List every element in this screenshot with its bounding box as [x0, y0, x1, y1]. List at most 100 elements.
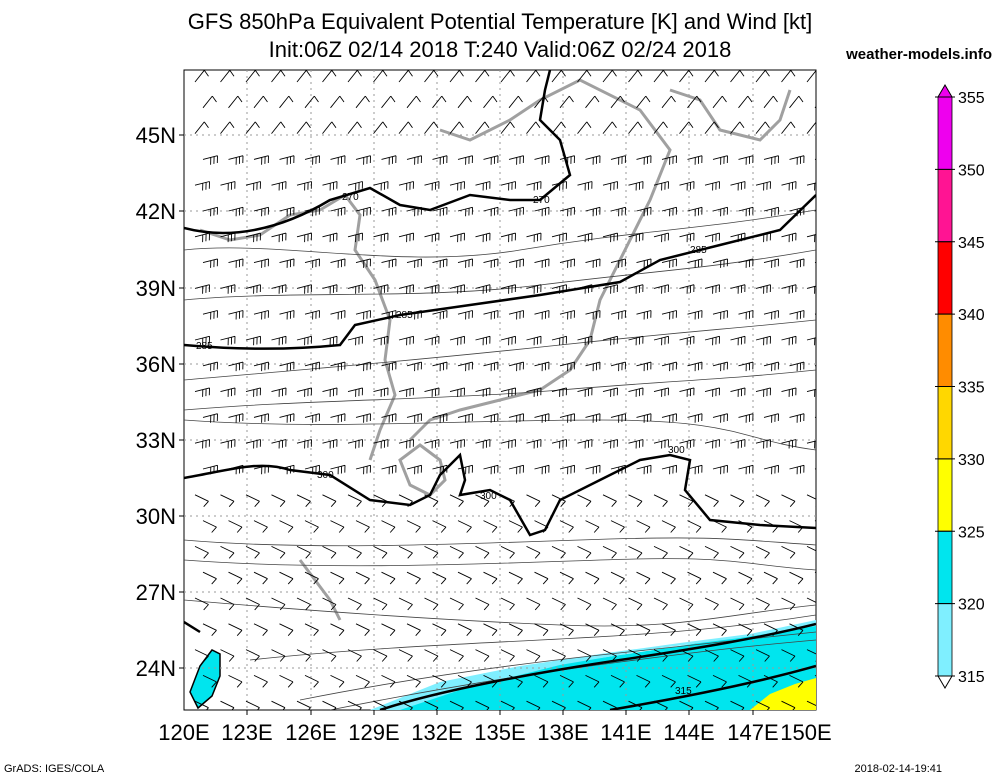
wind-barb: [730, 649, 745, 662]
wind-barb: [610, 674, 625, 688]
wind-barb: [304, 206, 320, 217]
wind-barb: [738, 571, 753, 585]
lat-label: 36N: [136, 352, 176, 377]
wind-barb: [806, 70, 816, 83]
wind-barb: [602, 284, 618, 294]
wind-barb: [806, 649, 816, 662]
wind-barb: [271, 335, 287, 346]
wind-barb: [432, 464, 448, 475]
wind-barb: [712, 155, 728, 165]
wind-barb: [449, 597, 464, 611]
wind-barb: [330, 464, 346, 475]
wind-barb: [322, 700, 337, 710]
wind-barb: [457, 155, 473, 165]
wind-barb: [432, 361, 448, 372]
wind-barb: [781, 545, 796, 559]
wind-barb: [534, 674, 549, 688]
wind-barb: [577, 439, 593, 449]
wind-barb: [245, 494, 260, 507]
wind-barb: [483, 95, 498, 109]
wind-barb: [763, 258, 779, 268]
wind-barb: [202, 361, 218, 372]
wind-barb: [347, 70, 362, 83]
wind-barb: [610, 155, 626, 165]
wind-barb: [355, 310, 371, 320]
wind-barb: [585, 95, 600, 109]
wind-barb: [781, 597, 796, 611]
wind-barb: [814, 261, 816, 264]
contour-label: 270: [342, 192, 359, 203]
wind-barb: [628, 494, 643, 507]
wind-barb: [704, 121, 719, 134]
wind-barb: [636, 258, 652, 268]
wind-barb: [245, 649, 260, 662]
lat-label: 33N: [136, 428, 176, 453]
wind-barb: [373, 335, 389, 346]
wind-barb: [355, 258, 371, 268]
wind-barb: [202, 520, 217, 533]
wind-barb: [763, 206, 779, 217]
wind-barb: [398, 335, 414, 346]
wind-barb: [449, 700, 464, 710]
wind-barb: [253, 95, 268, 109]
wind-barb: [220, 232, 236, 243]
wind-barb: [253, 361, 269, 372]
wind-barb: [526, 335, 542, 346]
wind-barb: [628, 121, 643, 134]
wind-barb: [271, 649, 286, 662]
wind-barb: [755, 121, 770, 134]
wind-barb: [279, 206, 295, 217]
wind-barb: [789, 571, 804, 585]
lon-label: 135E: [474, 720, 525, 745]
wind-barb: [220, 181, 236, 191]
wind-barb: [432, 623, 447, 636]
wind-barb: [679, 121, 694, 134]
wind-barb: [398, 700, 413, 710]
wind-barb: [449, 284, 465, 294]
wind-barb: [296, 121, 311, 134]
wind-barb: [602, 121, 617, 134]
wind-barb: [712, 310, 728, 320]
wind-barb: [534, 310, 550, 320]
wind-barb: [245, 439, 261, 449]
wind-barb: [577, 121, 592, 134]
wind-barb: [636, 571, 651, 585]
lon-label: 144E: [663, 720, 714, 745]
wind-barb: [322, 121, 337, 134]
wind-barb: [304, 520, 319, 533]
wind-barb: [730, 181, 746, 191]
wind-barb: [712, 571, 727, 585]
wind-barb: [194, 181, 210, 191]
wind-barb: [577, 494, 592, 507]
wind-barb: [381, 361, 397, 372]
wind-barb: [406, 310, 422, 320]
wind-barb: [687, 413, 703, 423]
wind-barb: [296, 335, 312, 346]
wind-barb: [253, 520, 268, 533]
wind-barb: [534, 155, 550, 165]
wind-barb: [457, 413, 473, 423]
wind-barb: [687, 464, 703, 475]
wind-barb: [202, 623, 217, 636]
wind-barb: [806, 700, 816, 707]
wind-barb: [475, 70, 490, 83]
wind-barb: [806, 388, 816, 397]
wind-barb: [534, 206, 550, 217]
wind-barb: [526, 649, 541, 662]
wind-barb: [789, 206, 805, 217]
wind-barb: [628, 439, 644, 449]
wind-barb: [653, 545, 668, 559]
wind-barb: [373, 494, 388, 507]
wind-barb: [559, 413, 575, 423]
lat-label: 39N: [136, 276, 176, 301]
wind-barb: [475, 700, 490, 710]
wind-barb: [449, 439, 465, 449]
wind-barb: [424, 70, 439, 83]
wind-barb: [406, 623, 421, 636]
wind-barb: [347, 649, 362, 662]
wind-barb: [475, 284, 491, 294]
wind-barb: [500, 387, 516, 397]
wind-barb: [322, 494, 337, 507]
wind-barb: [704, 70, 719, 83]
wind-barb: [500, 232, 516, 243]
